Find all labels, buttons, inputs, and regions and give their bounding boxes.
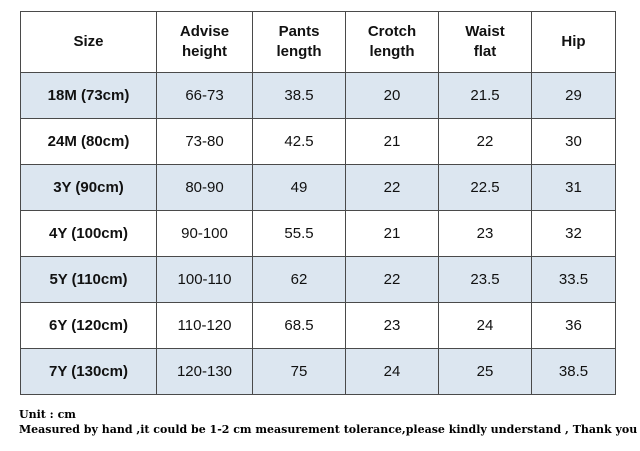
waist-flat-cell: 23 — [438, 210, 532, 257]
hip-cell: 36 — [531, 302, 616, 349]
hip-cell: 30 — [531, 118, 616, 165]
advise-height-cell: 120-130 — [156, 348, 253, 395]
hip-cell: 29 — [531, 72, 616, 119]
pants-length-cell: 75 — [252, 348, 346, 395]
header-crotch-length: Crotch length — [345, 11, 439, 73]
pants-length-cell: 38.5 — [252, 72, 346, 119]
pants-length-cell: 55.5 — [252, 210, 346, 257]
waist-flat-cell: 22 — [438, 118, 532, 165]
size-cell: 18M (73cm) — [20, 72, 157, 119]
table-row: 5Y (110cm) 100-110 62 22 23.5 33.5 — [20, 256, 616, 303]
size-cell: 4Y (100cm) — [20, 210, 157, 257]
size-cell: 5Y (110cm) — [20, 256, 157, 303]
header-hip: Hip — [531, 11, 616, 73]
hip-cell: 32 — [531, 210, 616, 257]
crotch-length-cell: 24 — [345, 348, 439, 395]
advise-height-cell: 100-110 — [156, 256, 253, 303]
notes-block: Unit : cm Measured by hand ,it could be … — [19, 407, 640, 437]
header-size: Size — [20, 11, 157, 73]
table-row: 24M (80cm) 73-80 42.5 21 22 30 — [20, 118, 616, 165]
hip-cell: 31 — [531, 164, 616, 211]
waist-flat-cell: 22.5 — [438, 164, 532, 211]
table-row: 4Y (100cm) 90-100 55.5 21 23 32 — [20, 210, 616, 257]
pants-length-cell: 68.5 — [252, 302, 346, 349]
advise-height-cell: 90-100 — [156, 210, 253, 257]
table-row: 3Y (90cm) 80-90 49 22 22.5 31 — [20, 164, 616, 211]
header-waist-flat: Waist flat — [438, 11, 532, 73]
size-cell: 3Y (90cm) — [20, 164, 157, 211]
table-row: 18M (73cm) 66-73 38.5 20 21.5 29 — [20, 72, 616, 119]
pants-length-cell: 49 — [252, 164, 346, 211]
size-cell: 24M (80cm) — [20, 118, 157, 165]
advise-height-cell: 66-73 — [156, 72, 253, 119]
table-row: 6Y (120cm) 110-120 68.5 23 24 36 — [20, 302, 616, 349]
size-cell: 6Y (120cm) — [20, 302, 157, 349]
crotch-length-cell: 23 — [345, 302, 439, 349]
unit-note: Unit : cm — [19, 408, 76, 421]
crotch-length-cell: 20 — [345, 72, 439, 119]
waist-flat-cell: 24 — [438, 302, 532, 349]
hip-cell: 38.5 — [531, 348, 616, 395]
size-chart-table: Size Advise height Pants length Crotch l… — [20, 11, 616, 395]
hip-cell: 33.5 — [531, 256, 616, 303]
table-row: 7Y (130cm) 120-130 75 24 25 38.5 — [20, 348, 616, 395]
waist-flat-cell: 23.5 — [438, 256, 532, 303]
size-cell: 7Y (130cm) — [20, 348, 157, 395]
crotch-length-cell: 21 — [345, 210, 439, 257]
pants-length-cell: 42.5 — [252, 118, 346, 165]
header-row: Size Advise height Pants length Crotch l… — [20, 11, 616, 73]
tolerance-note: Measured by hand ,it could be 1-2 cm mea… — [19, 423, 640, 436]
waist-flat-cell: 25 — [438, 348, 532, 395]
header-pants-length: Pants length — [252, 11, 346, 73]
waist-flat-cell: 21.5 — [438, 72, 532, 119]
crotch-length-cell: 22 — [345, 164, 439, 211]
pants-length-cell: 62 — [252, 256, 346, 303]
crotch-length-cell: 21 — [345, 118, 439, 165]
crotch-length-cell: 22 — [345, 256, 439, 303]
advise-height-cell: 110-120 — [156, 302, 253, 349]
header-advise-height: Advise height — [156, 11, 253, 73]
advise-height-cell: 73-80 — [156, 118, 253, 165]
advise-height-cell: 80-90 — [156, 164, 253, 211]
